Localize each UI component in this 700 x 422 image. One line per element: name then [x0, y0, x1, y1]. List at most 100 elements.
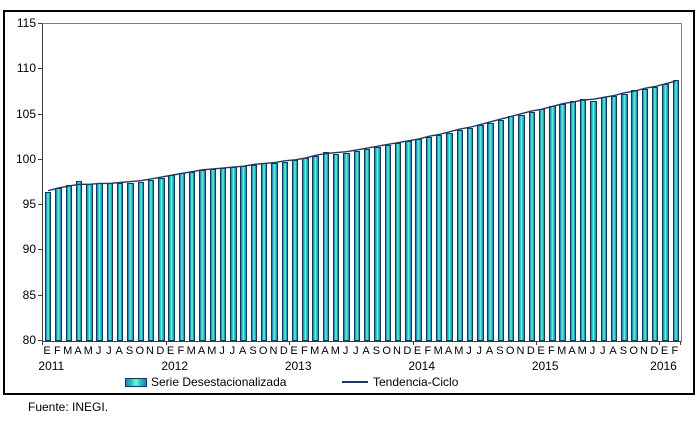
month-label: J	[353, 345, 359, 357]
bar	[456, 129, 463, 341]
y-axis-tick	[38, 68, 42, 70]
bar	[518, 114, 525, 341]
month-label: A	[568, 345, 576, 357]
month-label: N	[146, 345, 154, 357]
source-note: Fuente: INEGI.	[28, 400, 109, 414]
month-label: M	[433, 345, 443, 357]
month-label: J	[95, 345, 102, 357]
month-label: M	[557, 345, 567, 357]
x-axis-tick	[165, 341, 167, 345]
x-axis-tick	[680, 341, 681, 345]
x-axis-tick	[42, 341, 43, 345]
y-axis-tick	[38, 113, 42, 115]
month-label: E	[660, 345, 669, 357]
month-label: N	[640, 345, 648, 357]
month-label: S	[125, 345, 134, 357]
bar	[487, 122, 494, 341]
month-label: O	[135, 345, 145, 357]
year-label: 2015	[531, 359, 559, 373]
month-label: J	[466, 345, 472, 357]
bar	[353, 150, 361, 341]
legend-item-serie: Serie Desestacionalizada	[125, 375, 286, 389]
month-label: A	[321, 345, 329, 357]
month-label: S	[496, 345, 504, 357]
bar	[147, 179, 155, 341]
month-label: O	[629, 345, 638, 357]
year-label: 2013	[284, 359, 312, 373]
month-label: J	[229, 345, 236, 357]
year-label: 2012	[161, 359, 189, 373]
bar	[497, 120, 505, 341]
month-label: F	[177, 345, 185, 357]
year-label: 2016	[650, 359, 677, 373]
month-label: S	[619, 345, 628, 357]
bar	[322, 151, 330, 341]
bar	[466, 128, 474, 341]
line-swatch-icon	[342, 381, 368, 383]
month-label: A	[239, 345, 247, 357]
bar	[363, 149, 371, 341]
month-label: D	[279, 345, 288, 357]
month-label: A	[444, 345, 453, 357]
y-tick-label: 95	[22, 197, 36, 212]
y-tick-label: 85	[22, 287, 36, 302]
month-label: S	[372, 345, 381, 357]
y-tick-label: 90	[22, 242, 36, 257]
month-label: M	[63, 345, 73, 357]
y-tick-label: 110	[16, 61, 36, 76]
month-label: M	[310, 345, 320, 357]
month-label: M	[207, 345, 217, 357]
month-label: M	[454, 345, 464, 357]
month-label: D	[156, 345, 165, 357]
bar	[374, 147, 381, 341]
legend-item-tendencia: Tendencia-Ciclo	[342, 375, 458, 389]
month-label: E	[166, 345, 175, 357]
bar	[672, 80, 680, 341]
bar	[446, 132, 453, 341]
month-label: F	[671, 345, 679, 357]
x-axis-tick	[659, 341, 661, 345]
month-label: O	[505, 345, 515, 357]
y-tick-label: 80	[22, 333, 36, 347]
bar	[641, 89, 649, 341]
bar	[281, 161, 288, 341]
bar	[343, 152, 350, 341]
bar	[137, 181, 144, 341]
bar	[384, 145, 391, 341]
month-label: M	[186, 345, 196, 357]
month-label: E	[43, 345, 51, 357]
y-axis-tick	[38, 23, 42, 24]
month-label: D	[526, 345, 535, 357]
legend-bar-label: Serie Desestacionalizada	[151, 375, 287, 389]
month-label: E	[537, 345, 545, 357]
month-label: A	[74, 345, 82, 357]
month-label: J	[106, 345, 112, 357]
bar	[250, 165, 258, 341]
month-label: J	[342, 345, 349, 357]
month-label: A	[609, 345, 617, 357]
bar	[528, 111, 535, 341]
month-label: N	[393, 345, 401, 357]
y-tick-label: 105	[15, 106, 36, 121]
month-label: E	[290, 345, 298, 357]
month-label: N	[516, 345, 525, 357]
month-label: J	[600, 345, 606, 357]
y-axis-tick	[38, 204, 42, 206]
month-label: A	[485, 345, 494, 357]
month-label: E	[413, 345, 422, 357]
x-axis-tick	[289, 341, 290, 345]
month-label: M	[83, 345, 93, 357]
month-label: F	[548, 345, 555, 357]
y-axis-tick	[38, 340, 42, 341]
year-label: 2014	[408, 359, 436, 373]
month-label: J	[219, 345, 225, 357]
bar	[44, 192, 52, 341]
month-label: F	[301, 345, 308, 357]
x-axis-tick	[412, 341, 414, 345]
y-axis-tick	[38, 249, 42, 251]
bar	[425, 137, 433, 341]
bar	[158, 177, 165, 341]
y-axis-tick	[38, 158, 42, 160]
legend-line-label: Tendencia-Ciclo	[373, 375, 459, 389]
month-label: D	[650, 345, 659, 357]
